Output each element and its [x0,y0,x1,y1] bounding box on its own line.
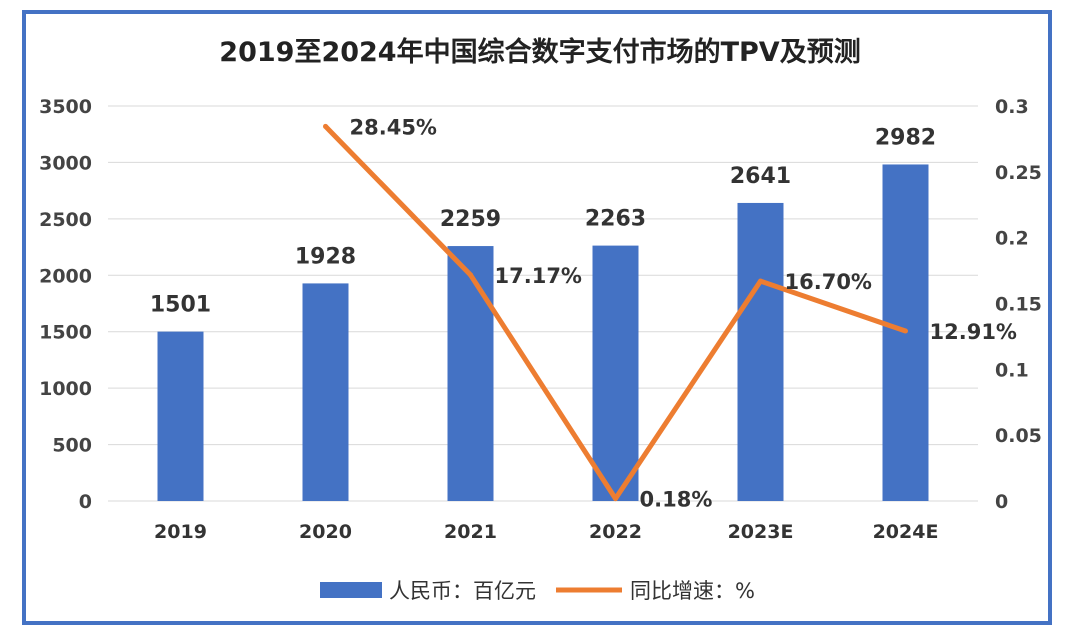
bar-data-label: 1928 [295,244,356,269]
x-axis-tick-label: 2023E [728,521,794,543]
legend-label-bar: 人民币：百亿元 [389,579,536,603]
left-axis-tick-label: 3000 [39,152,92,174]
bar [302,283,349,501]
left-axis-tick-label: 2000 [39,265,92,287]
growth-point [758,278,763,284]
bar [592,245,639,501]
bar [447,246,494,501]
left-axis-tick-label: 2500 [39,209,92,231]
left-axis-tick-label: 500 [52,435,92,457]
right-axis-tick-label: 0.2 [995,228,1029,250]
legend-swatch-bar [320,582,382,598]
x-axis-tick-label: 2022 [589,521,642,543]
growth-point [903,328,908,334]
left-axis-tick-label: 3500 [39,96,92,118]
right-axis-tick-label: 0.25 [995,162,1042,184]
x-axis-tick-label: 2019 [154,521,207,543]
x-axis-tick-label: 2020 [299,521,352,543]
growth-data-label: 16.70% [785,270,872,294]
x-axis-tick-label: 2024E [873,521,939,543]
growth-data-label: 0.18% [640,488,713,512]
right-axis-tick-label: 0 [995,491,1008,513]
chart-frame [22,10,1052,625]
growth-point [468,272,473,278]
bar-data-label: 2641 [730,164,791,189]
bar [737,202,784,502]
left-axis-tick-label: 1000 [39,378,92,400]
left-axis-tick-label: 1500 [39,322,92,344]
growth-point [613,496,618,502]
growth-data-label: 28.45% [350,115,437,139]
right-axis-tick-label: 0.05 [995,425,1042,447]
bar-data-label: 2982 [875,125,936,150]
chart-title: 2019至2024年中国综合数字支付市场的TPV及预测 [219,36,860,68]
growth-data-label: 12.91% [930,320,1017,344]
bar-data-label: 2263 [585,207,646,232]
left-axis-tick-label: 0 [79,491,92,513]
bar-data-label: 1501 [150,293,211,318]
right-axis-tick-label: 0.15 [995,294,1042,316]
right-axis-tick-label: 0.1 [995,359,1029,381]
right-axis-tick-label: 0.3 [995,96,1029,118]
x-axis-tick-label: 2021 [444,521,497,543]
legend: 人民币：百亿元 同比增速：% [320,579,755,603]
growth-data-label: 17.17% [495,264,582,288]
growth-point [323,123,328,129]
bar [157,331,204,501]
legend-label-line: 同比增速：% [630,579,755,603]
bar-data-label: 2259 [440,207,501,232]
